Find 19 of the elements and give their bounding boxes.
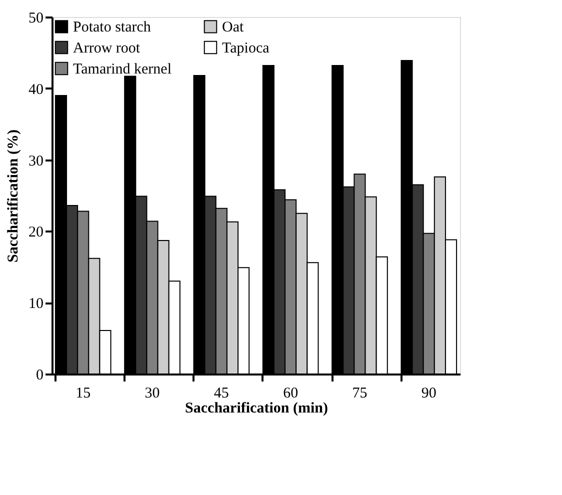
x-tick-label: 75 bbox=[352, 386, 368, 402]
x-tick-label: 60 bbox=[283, 386, 298, 402]
legend-label: Arrow root bbox=[73, 40, 141, 56]
x-tick-label: 30 bbox=[144, 386, 160, 402]
x-axis-title: Saccharification (min) bbox=[185, 400, 328, 416]
y-tick-label: 10 bbox=[28, 296, 44, 312]
y-tick-label: 20 bbox=[28, 224, 44, 241]
y-tick-label: 0 bbox=[36, 368, 44, 384]
legend-label: Tapioca bbox=[222, 40, 270, 56]
legend-label: Tamarind kernel bbox=[73, 62, 172, 78]
x-tick-label: 90 bbox=[421, 386, 436, 402]
x-tick-label: 15 bbox=[76, 386, 91, 402]
x-tick-label: 45 bbox=[214, 386, 229, 402]
y-tick-label: 40 bbox=[28, 82, 44, 98]
y-axis-title: Saccharification (%) bbox=[6, 130, 22, 262]
legend-label: Potato starch bbox=[73, 20, 152, 36]
y-tick-label: 50 bbox=[28, 10, 44, 26]
y-tick-label: 30 bbox=[28, 153, 44, 170]
legend-label: Oat bbox=[222, 20, 244, 36]
